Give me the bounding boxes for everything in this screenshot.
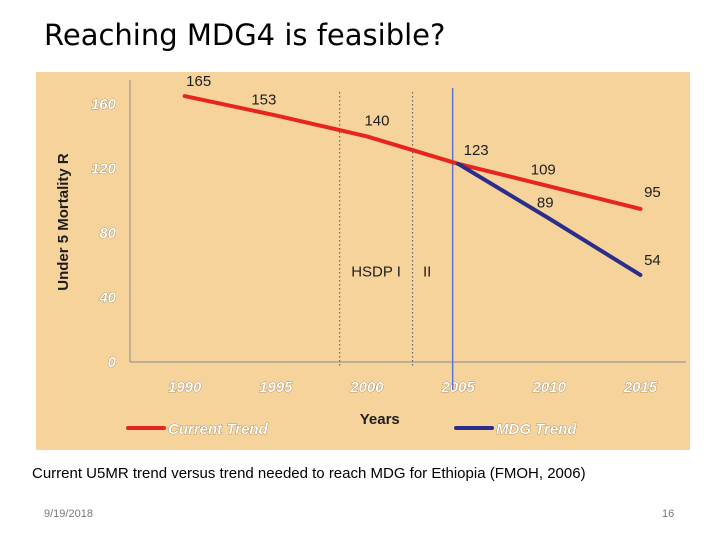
chart-series — [182, 94, 643, 277]
chart-legend: Current Trend MDG Trend — [126, 421, 578, 438]
data-label: 153 — [251, 91, 276, 108]
y-axis-title: Under 5 Mortality R — [55, 153, 72, 291]
reference-lines — [339, 88, 454, 390]
footer-date: 9/19/2018 — [44, 508, 93, 520]
annotations: HSDP I II — [351, 264, 431, 281]
data-label: 95 — [644, 184, 661, 201]
y-tick-label: 0 — [108, 354, 117, 371]
x-tick-label: 2010 — [532, 379, 567, 396]
data-label: 54 — [644, 252, 661, 269]
x-tick-label: 1990 — [168, 379, 202, 396]
legend-label: MDG Trend — [496, 421, 577, 438]
data-labels: 165 153 140 123 109 95 89 54 — [186, 73, 661, 269]
data-label: 165 — [186, 73, 211, 90]
x-tick-label: 2005 — [440, 379, 475, 396]
chart-panel: 0 40 80 120 160 1990 1995 2000 2005 2010 2015 Years… — [36, 72, 690, 450]
page-number: 16 — [662, 508, 675, 520]
chart-axes: 0 40 80 120 160 1990 1995 2000 2005 2010 2015 Years… — [55, 80, 686, 428]
x-axis-title: Years — [360, 411, 400, 428]
y-tick-label: 160 — [91, 96, 117, 113]
annotation-label: HSDP I — [351, 264, 401, 281]
series-line-current-trend — [182, 94, 643, 211]
x-tick-label: 2000 — [349, 379, 384, 396]
data-label: 123 — [464, 142, 489, 159]
slide-title: Reaching MDG4 is feasible? — [44, 18, 446, 52]
data-label: 89 — [537, 195, 554, 212]
y-tick-label: 40 — [98, 290, 116, 307]
annotation-label: II — [423, 264, 431, 281]
data-label: 109 — [531, 161, 556, 178]
x-tick-label: 1995 — [259, 379, 293, 396]
chart-caption: Current U5MR trend versus trend needed t… — [32, 465, 586, 482]
y-tick-label: 80 — [99, 225, 116, 242]
y-tick-label: 120 — [91, 161, 117, 178]
data-label: 140 — [364, 112, 389, 129]
x-tick-label: 2015 — [623, 379, 658, 396]
series-line-mdg-trend — [456, 161, 643, 277]
legend-label: Current Trend — [168, 421, 269, 438]
